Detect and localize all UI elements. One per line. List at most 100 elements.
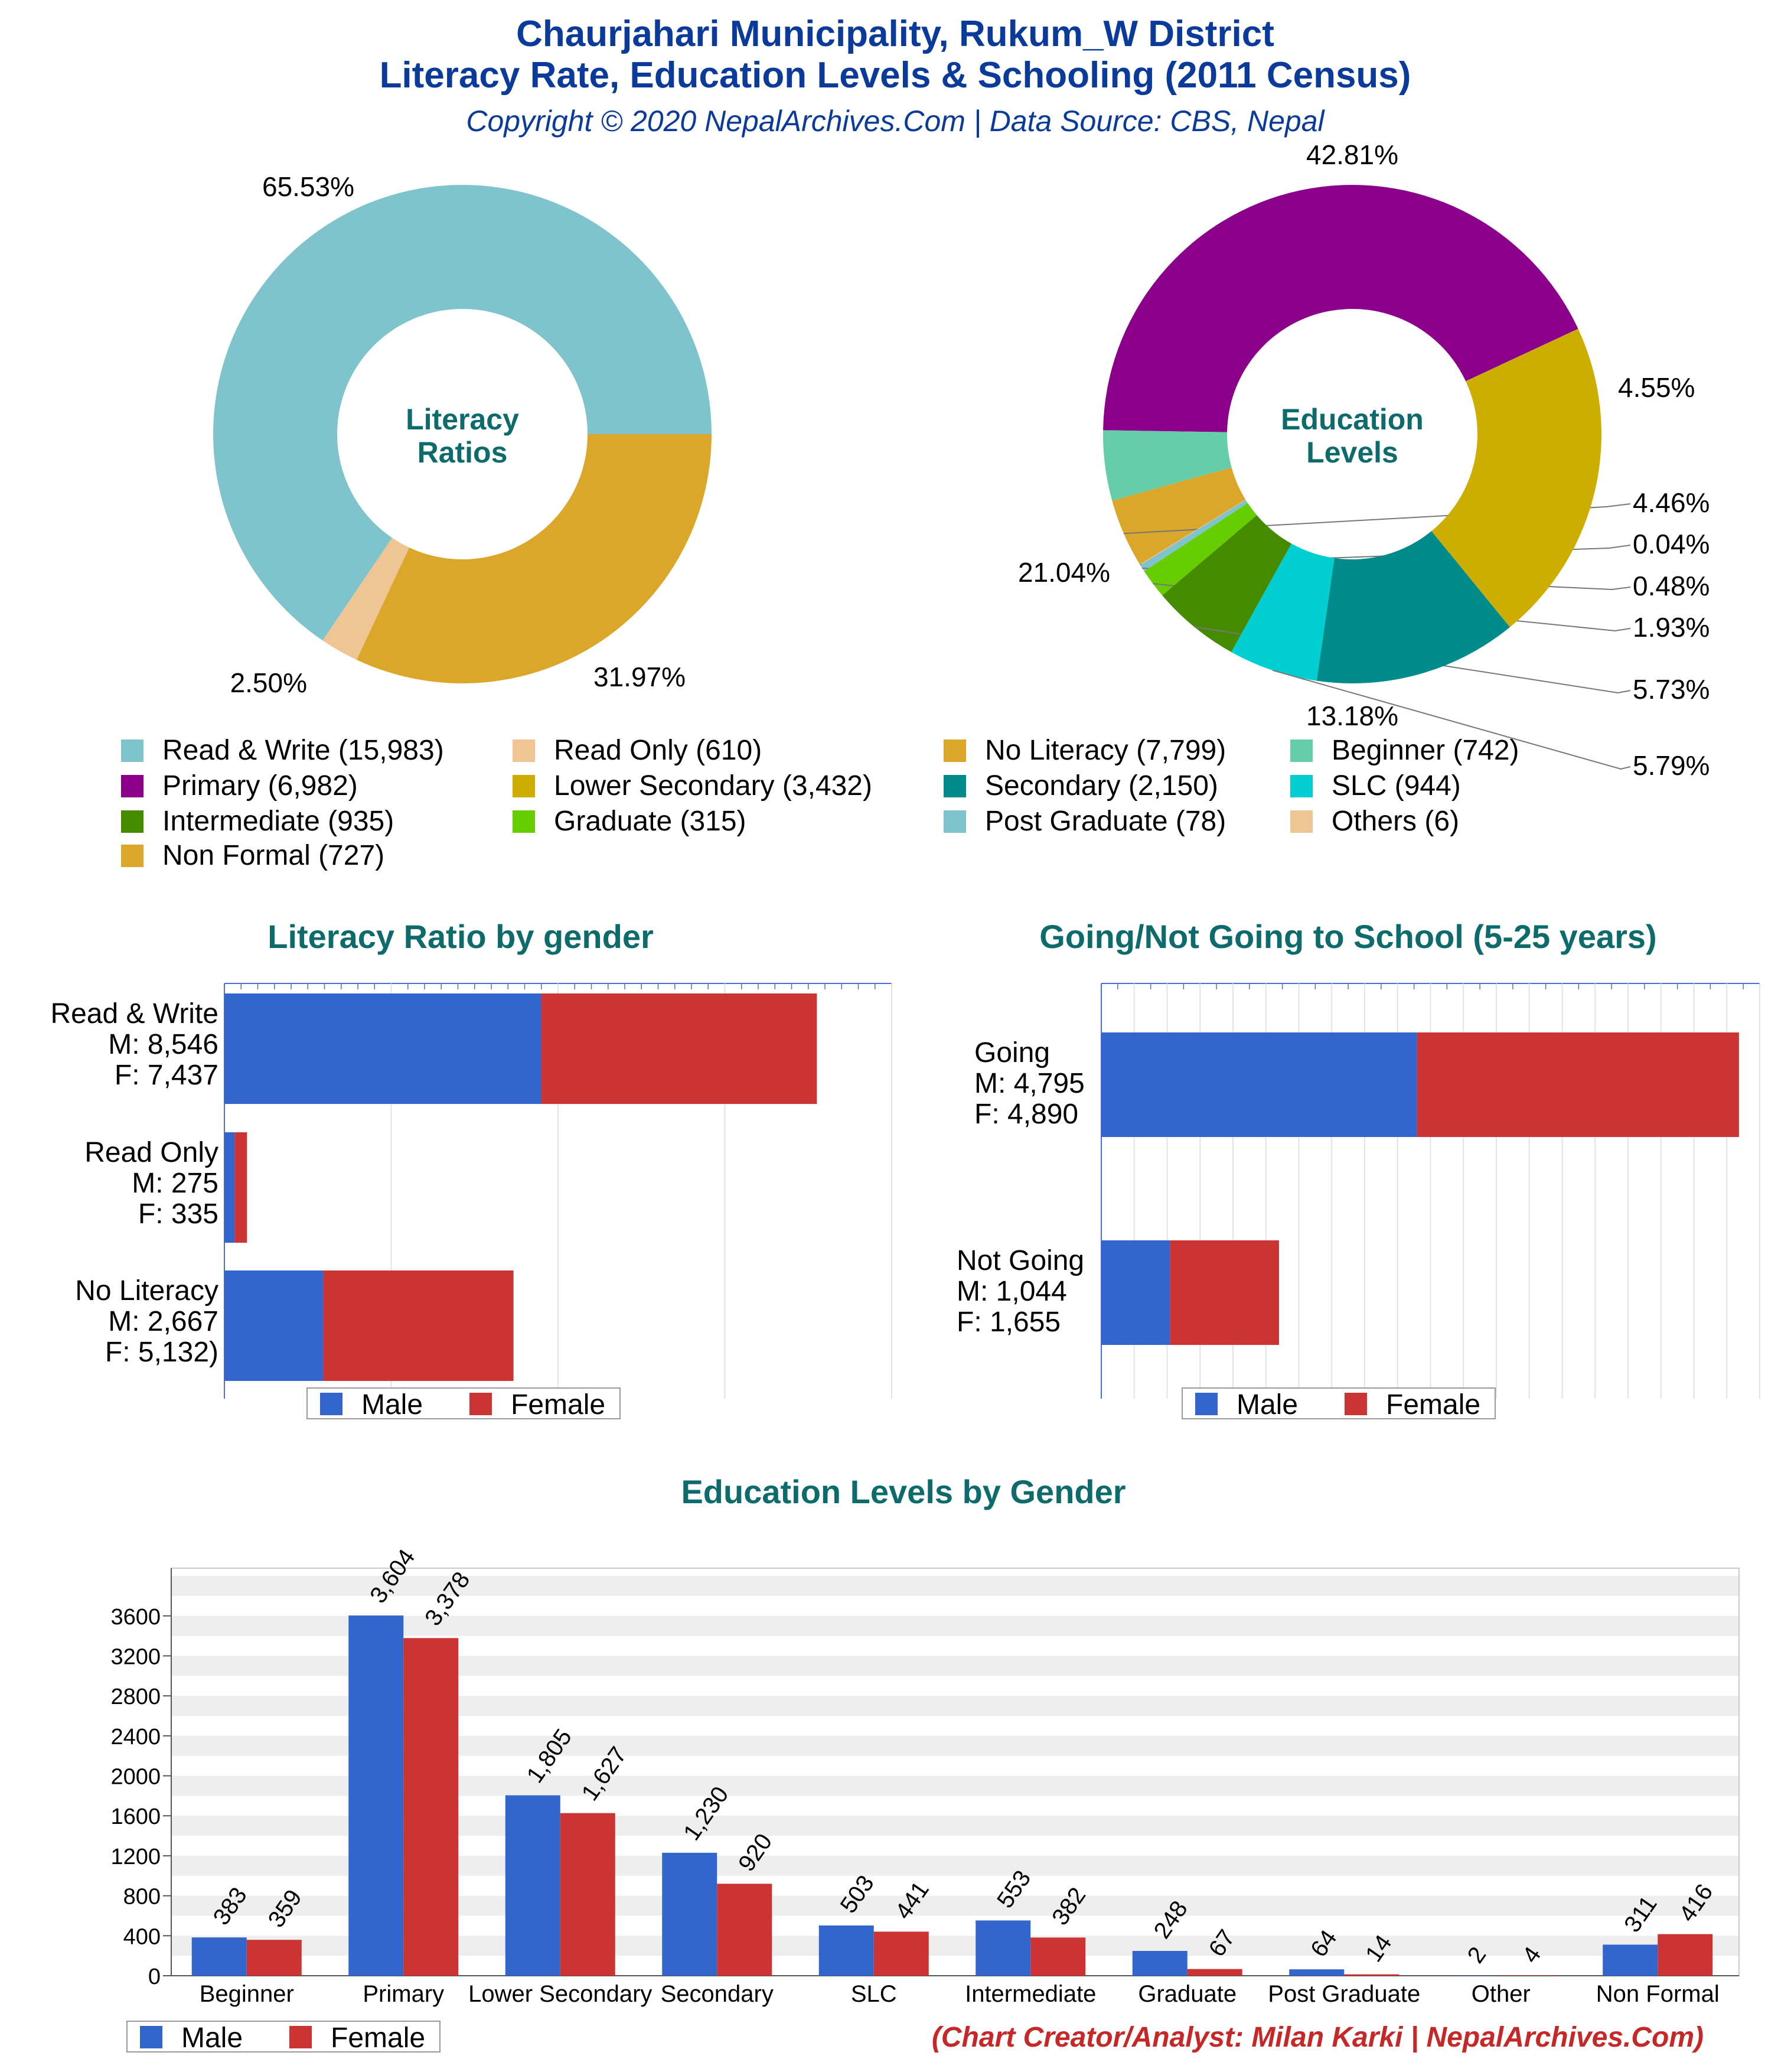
pie-slice-non-formal xyxy=(1112,467,1246,565)
pie-percent-label: 65.53% xyxy=(262,171,354,202)
pie-slice-graduate xyxy=(1144,503,1257,596)
bar-male xyxy=(1101,1032,1417,1137)
legend-swatch xyxy=(944,810,966,833)
data-label-male: 383 xyxy=(208,1882,252,1930)
bar-male xyxy=(1289,1969,1345,1976)
pie-slice-read-only xyxy=(322,537,410,660)
category-label: Read & Write xyxy=(50,998,218,1030)
legend-swatch xyxy=(513,739,535,762)
pie-slice-no-literacy xyxy=(356,434,712,683)
legend-swatch xyxy=(944,775,966,797)
category-label: F: 335 xyxy=(138,1198,218,1230)
x-tick-label: Post Graduate xyxy=(1268,1981,1420,2007)
school-going-title: Going/Not Going to School (5-25 years) xyxy=(1039,918,1656,955)
bar-female xyxy=(1030,1937,1086,1976)
pie-percent-label: 4.46% xyxy=(1633,487,1710,518)
literacy-by-gender-title: Literacy Ratio by gender xyxy=(267,918,654,955)
pie-percent-label: 21.04% xyxy=(1018,557,1110,588)
x-tick-label: Beginner xyxy=(200,1981,294,2007)
copyright-text: Copyright © 2020 NepalArchives.Com | Dat… xyxy=(466,105,1325,138)
legend-swatch-female xyxy=(289,2026,312,2048)
x-tick-label: Lower Secondary xyxy=(468,1981,652,2007)
bar-female xyxy=(560,1813,615,1976)
y-tick-label: 2800 xyxy=(110,1685,161,1709)
legend-label-female: Female xyxy=(511,1389,605,1421)
category-label: M: 275 xyxy=(132,1168,218,1199)
bar-male xyxy=(505,1795,560,1976)
y-tick-label: 1600 xyxy=(110,1804,161,1829)
legend-box xyxy=(126,2021,441,2053)
y-tick-label: 1200 xyxy=(110,1845,161,1869)
legend-swatch xyxy=(121,739,143,762)
legend-label: Graduate (315) xyxy=(554,806,746,837)
x-tick-label: Graduate xyxy=(1138,1981,1237,2007)
data-label-female: 382 xyxy=(1047,1883,1091,1930)
legend-swatch xyxy=(1290,739,1313,762)
legend-swatch xyxy=(944,739,966,762)
legend-swatch-male xyxy=(320,1393,342,1415)
legend-swatch xyxy=(121,845,143,867)
legend-swatch xyxy=(513,775,535,797)
x-tick-label: Other xyxy=(1472,1981,1531,2007)
pie-slice-primary xyxy=(1103,184,1578,432)
legend-label: Lower Secondary (3,432) xyxy=(554,770,872,802)
bar-female xyxy=(1170,1240,1279,1345)
legend-label: Post Graduate (78) xyxy=(985,806,1226,837)
pie-percent-label: 4.55% xyxy=(1618,372,1695,403)
pie-percent-label: 42.81% xyxy=(1306,139,1398,170)
category-label: F: 5,132) xyxy=(105,1337,218,1368)
education-by-gender-chart: 0 400 800 1200 1600 2000 2400 2800 3200 3600 383 35… xyxy=(110,1545,1740,2054)
y-tick-label: 2400 xyxy=(110,1725,161,1750)
bar-male xyxy=(976,1920,1031,1976)
credit-text: (Chart Creator/Analyst: Milan Karki | Ne… xyxy=(932,2022,1704,2053)
pie-slice-beginner xyxy=(1103,430,1232,501)
education-by-gender-title: Education Levels by Gender xyxy=(681,1473,1126,1510)
legend-label-male: Male xyxy=(361,1389,423,1421)
category-label: Not Going xyxy=(957,1245,1084,1276)
bar-male xyxy=(191,1937,247,1976)
x-tick-label: SLC xyxy=(851,1981,897,2007)
category-label: F: 7,437 xyxy=(115,1060,218,1091)
legend-label: Beginner (742) xyxy=(1332,735,1519,766)
pie-slice-lower-secondary xyxy=(1431,328,1601,627)
data-label-female: 67 xyxy=(1204,1925,1241,1962)
bar-female xyxy=(541,993,817,1104)
pie-percent-label: 1.93% xyxy=(1633,612,1710,643)
legend-box xyxy=(306,1387,621,1419)
category-label: F: 4,890 xyxy=(974,1099,1078,1130)
bar-female xyxy=(1344,1974,1399,1976)
legend-swatch xyxy=(513,810,535,833)
education-levels-donut: 42.81% 4.55% 4.46% 0.04% 0.48% 1.93% 5.73% 5.79… xyxy=(1018,139,1710,781)
pie-percent-label: 13.18% xyxy=(1306,701,1398,731)
legend-swatch xyxy=(121,810,143,833)
y-tick-label: 0 xyxy=(148,1965,161,1989)
legend-label-female: Female xyxy=(1386,1389,1480,1421)
bar-female xyxy=(323,1270,514,1381)
pie-slice-slc xyxy=(1231,543,1335,681)
x-tick-label: Secondary xyxy=(661,1981,774,2007)
y-tick-label: 800 xyxy=(123,1885,161,1910)
legend-label-female: Female xyxy=(331,2022,425,2054)
y-tick-label: 2000 xyxy=(110,1765,161,1790)
pie-legend: Read & Write (15,983) Read Only (610) No L… xyxy=(121,735,1519,871)
legend-swatch-male xyxy=(1195,1393,1218,1415)
category-label: F: 1,655 xyxy=(957,1307,1061,1338)
category-label: M: 1,044 xyxy=(957,1276,1067,1307)
bar-male xyxy=(224,1270,324,1381)
pie-percent-label: 0.48% xyxy=(1633,571,1710,601)
legend-label: Non Formal (727) xyxy=(162,840,384,871)
category-label: Read Only xyxy=(84,1137,218,1168)
data-label-female: 359 xyxy=(263,1885,307,1932)
bar-female xyxy=(234,1132,247,1243)
legend-swatch-female xyxy=(1345,1393,1367,1415)
pie-slice-others xyxy=(1140,499,1246,565)
pie-slice-read-write xyxy=(213,185,712,641)
pie-percent-label: 31.97% xyxy=(593,662,686,692)
data-label-male: 64 xyxy=(1306,1926,1342,1962)
bar-male xyxy=(348,1615,404,1976)
pie-percent-label: 2.50% xyxy=(230,667,307,698)
bar-male xyxy=(1132,1951,1188,1976)
legend-label: Read & Write (15,983) xyxy=(162,735,444,766)
